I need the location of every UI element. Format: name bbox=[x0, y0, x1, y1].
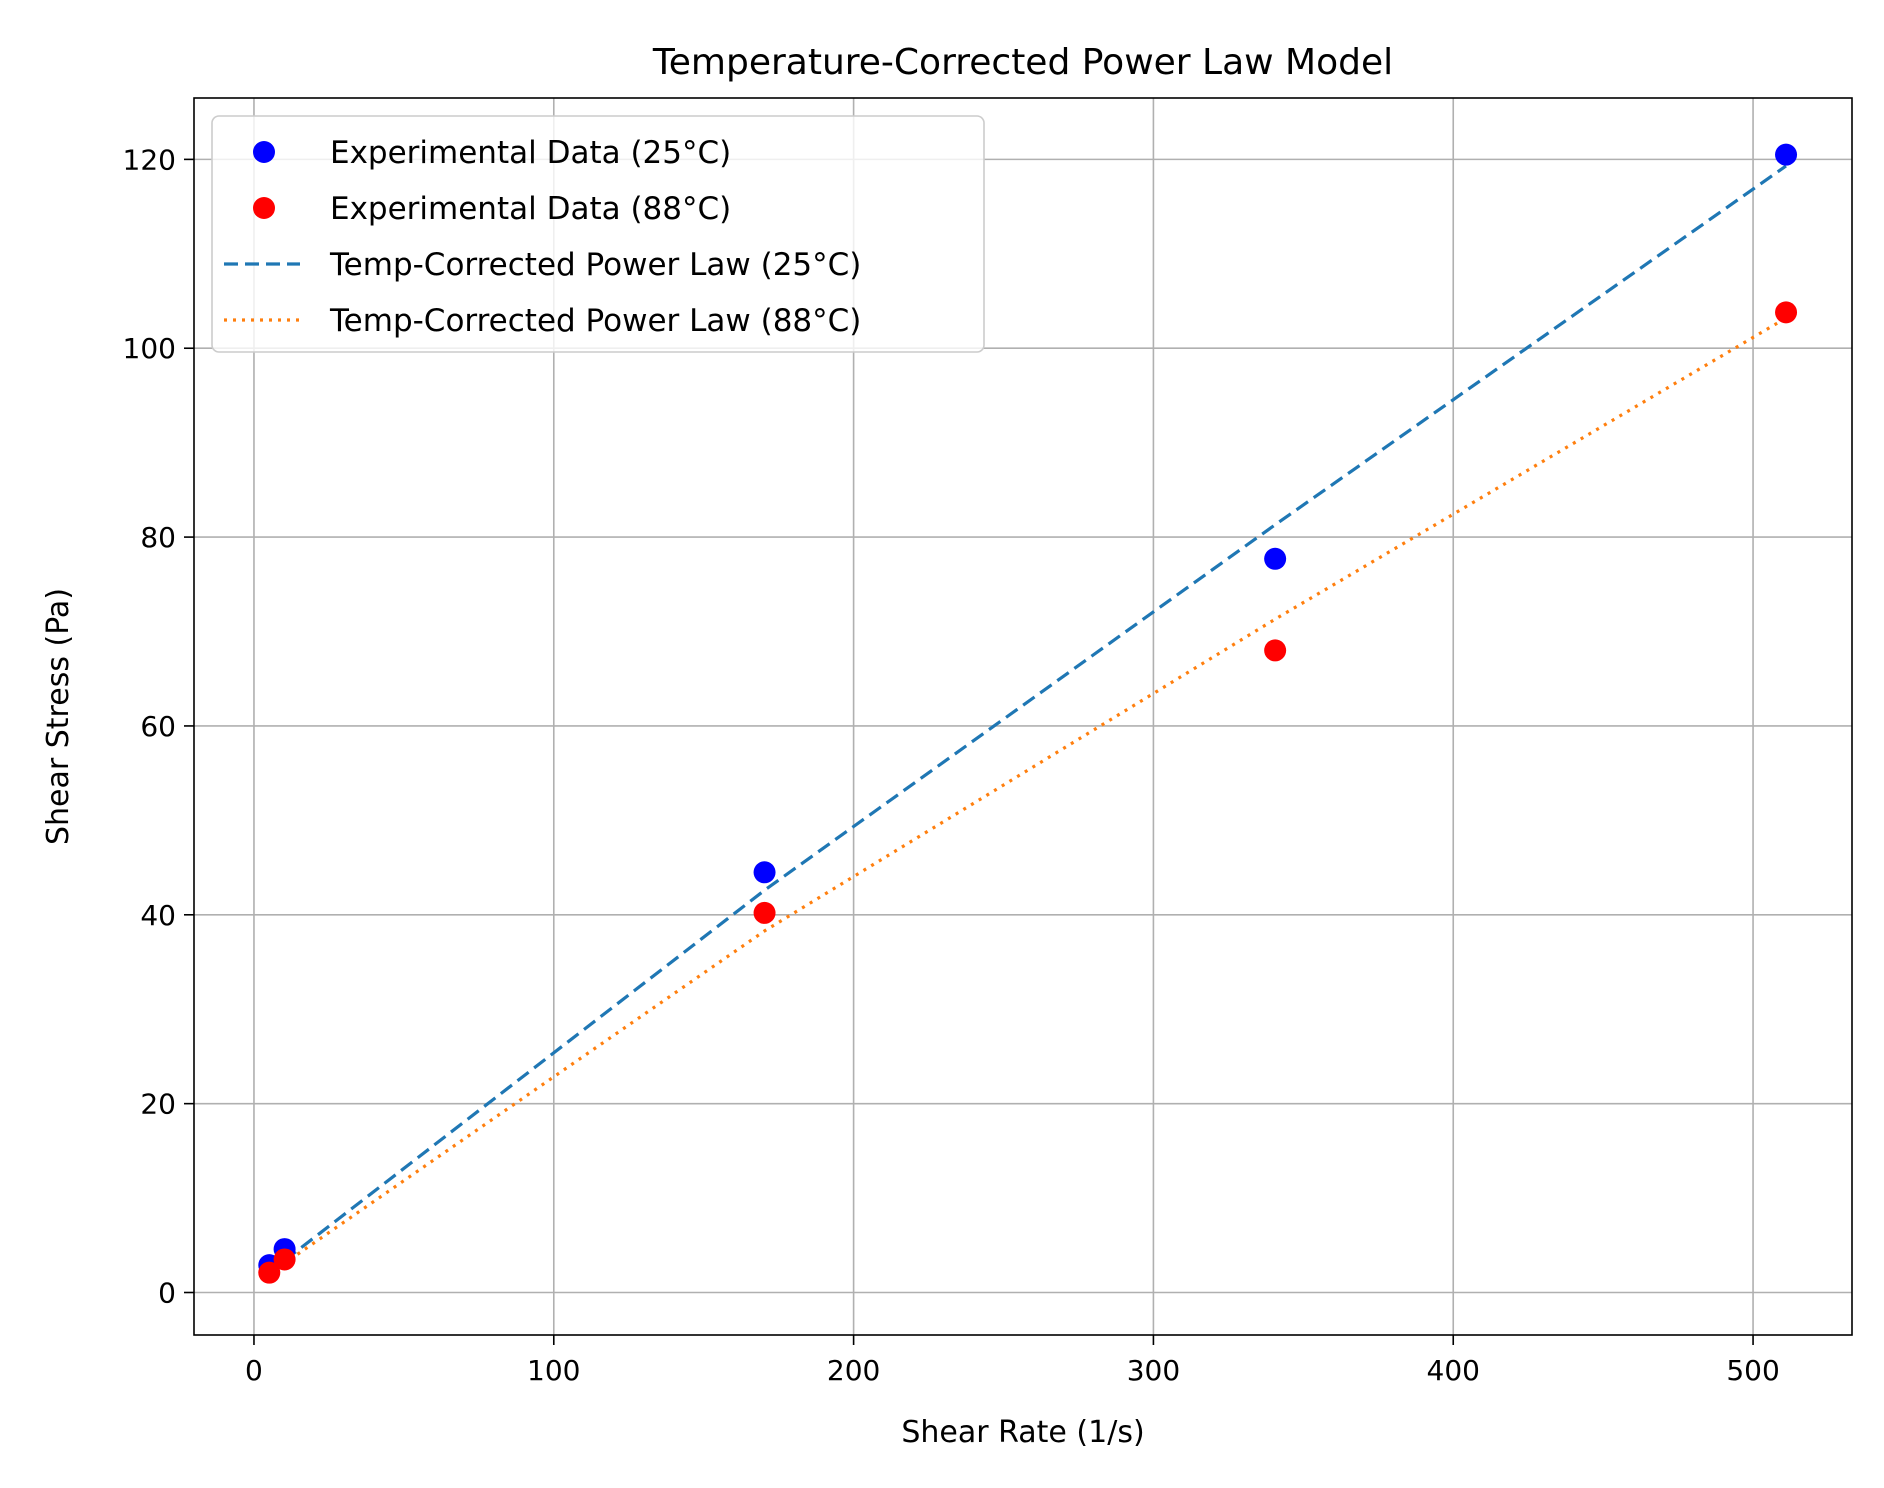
x-axis-label: Shear Rate (1/s) bbox=[901, 1415, 1144, 1450]
legend-box bbox=[211, 115, 985, 353]
y-tick-label: 100 bbox=[123, 332, 176, 365]
y-tick-label: 40 bbox=[140, 899, 176, 932]
legend: Experimental Data (25°C) Experimental Dat… bbox=[211, 115, 985, 353]
data-point-88c bbox=[258, 1261, 281, 1284]
y-tick-label: 20 bbox=[140, 1088, 176, 1121]
x-tick-label: 200 bbox=[827, 1354, 880, 1387]
x-tick-label: 100 bbox=[527, 1354, 580, 1387]
legend-marker bbox=[253, 197, 275, 219]
x-tick-label: 500 bbox=[1726, 1354, 1779, 1387]
x-tick-label: 0 bbox=[245, 1354, 263, 1387]
legend-label: Experimental Data (88°C) bbox=[330, 191, 731, 227]
y-tick-label: 0 bbox=[158, 1277, 176, 1310]
x-tick-label: 400 bbox=[1427, 1354, 1480, 1387]
y-tick-label: 80 bbox=[140, 521, 176, 554]
y-axis-label: Shear Stress (Pa) bbox=[41, 588, 76, 845]
plot-series bbox=[258, 143, 1798, 1284]
legend-label: Experimental Data (25°C) bbox=[330, 135, 731, 171]
plot-frame bbox=[193, 97, 1853, 1336]
data-point-88c bbox=[1775, 301, 1798, 324]
legend-label: Temp-Corrected Power Law (88°C) bbox=[329, 303, 861, 339]
y-tick-label: 60 bbox=[140, 710, 176, 743]
data-point-88c bbox=[273, 1248, 296, 1271]
data-point-88c bbox=[1264, 639, 1287, 662]
data-point-25c bbox=[753, 861, 776, 884]
data-point-88c bbox=[753, 901, 776, 924]
legend-label: Temp-Corrected Power Law (25°C) bbox=[329, 247, 861, 283]
legend-marker bbox=[253, 141, 275, 163]
data-point-25c bbox=[1775, 143, 1798, 166]
chart-title: Temperature-Corrected Power Law Model bbox=[652, 42, 1393, 83]
axis-ticks: 0 100 200 300 400 500 0 20 40 60 80 100 120 bbox=[123, 143, 1780, 1387]
x-tick-label: 300 bbox=[1127, 1354, 1180, 1387]
y-tick-label: 120 bbox=[123, 143, 176, 176]
fit-line-88c bbox=[268, 316, 1787, 1278]
data-point-25c bbox=[1264, 547, 1287, 570]
